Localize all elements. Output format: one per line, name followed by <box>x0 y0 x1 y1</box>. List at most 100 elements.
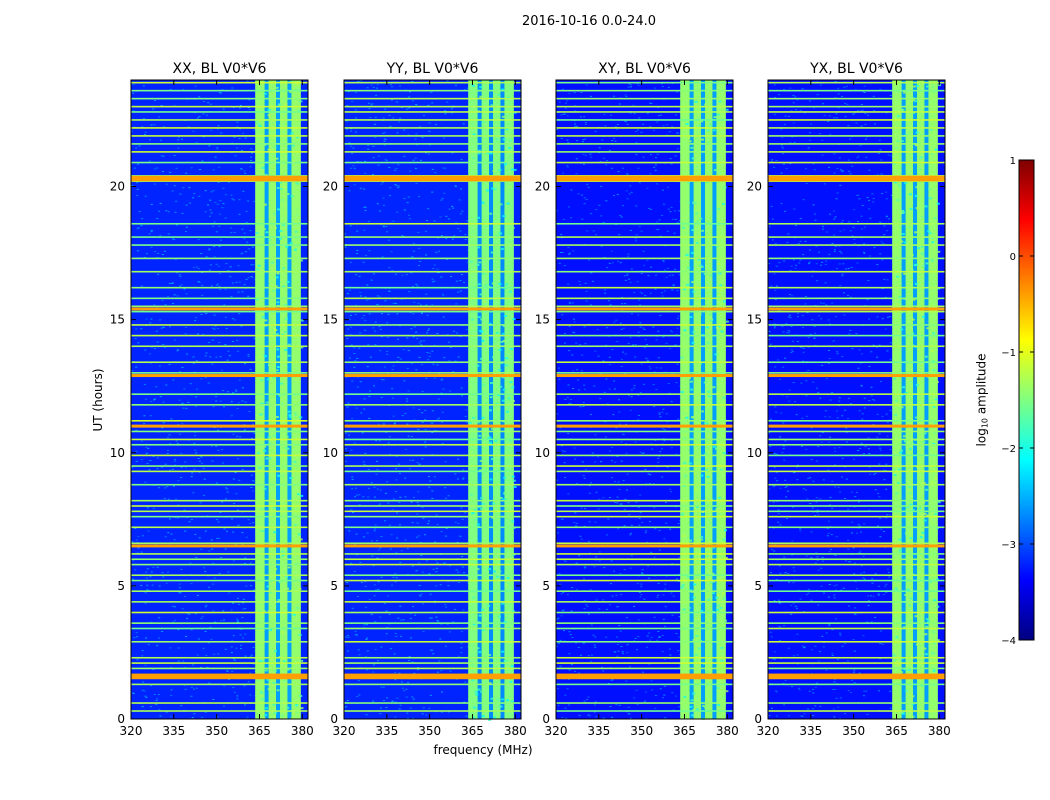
band-speck <box>927 230 931 233</box>
noise-speck <box>465 715 468 717</box>
band-speck <box>910 116 914 118</box>
band-speck <box>502 498 506 501</box>
band-speck <box>699 639 703 642</box>
rfi-row <box>344 590 521 592</box>
noise-speck <box>822 225 824 227</box>
noise-speck <box>657 582 660 584</box>
band-speck <box>901 211 905 214</box>
band-speck <box>717 395 721 398</box>
noise-speck <box>874 573 877 575</box>
noise-speck <box>772 239 774 241</box>
noise-speck <box>173 539 176 541</box>
noise-speck <box>785 167 788 169</box>
noise-speck <box>368 102 371 104</box>
noise-speck <box>661 411 664 413</box>
noise-speck <box>871 193 874 195</box>
noise-speck <box>885 112 888 114</box>
band-speck <box>716 262 720 265</box>
band-speck <box>496 234 500 237</box>
noise-speck <box>455 280 458 282</box>
band-speck <box>922 501 925 504</box>
noise-speck <box>619 423 622 425</box>
noise-speck <box>591 654 593 656</box>
band-speck <box>479 293 483 296</box>
band-speck <box>922 441 926 443</box>
noise-speck <box>192 356 195 358</box>
band-speck <box>502 388 506 391</box>
noise-speck <box>249 672 252 674</box>
noise-speck <box>463 282 465 284</box>
noise-speck <box>164 487 166 489</box>
noise-speck <box>577 647 580 648</box>
noise-speck <box>628 278 631 280</box>
band-gap-stripe <box>689 80 694 719</box>
noise-speck <box>792 122 795 124</box>
noise-speck <box>346 338 349 339</box>
noise-speck <box>213 314 216 316</box>
band-speck <box>283 230 287 233</box>
noise-speck <box>594 646 597 648</box>
noise-speck <box>639 512 642 514</box>
noise-speck <box>359 381 362 383</box>
band-speck <box>715 360 719 363</box>
band-speck <box>696 410 700 413</box>
noise-speck <box>814 562 817 564</box>
noise-speck <box>881 415 884 417</box>
band-speck <box>476 568 480 571</box>
noise-speck <box>569 399 572 401</box>
band-speck <box>256 351 260 354</box>
noise-speck <box>165 711 168 713</box>
band-speck <box>920 245 924 248</box>
noise-speck <box>373 273 375 275</box>
band-speck <box>510 665 514 668</box>
noise-speck <box>661 448 663 450</box>
noise-speck <box>206 114 209 116</box>
band-speck <box>715 447 718 450</box>
noise-speck <box>635 142 638 144</box>
noise-speck <box>839 250 842 252</box>
noise-speck <box>886 230 889 232</box>
noise-speck <box>241 617 244 618</box>
noise-speck <box>424 419 427 421</box>
noise-speck <box>249 523 252 524</box>
noise-speck <box>172 468 175 470</box>
noise-speck <box>797 687 800 689</box>
noise-speck <box>780 144 783 146</box>
noise-speck <box>194 85 197 87</box>
noise-speck <box>466 261 469 263</box>
noise-speck <box>627 255 630 257</box>
y-tick-label: 5 <box>117 579 125 593</box>
band-speck <box>485 366 489 369</box>
band-speck <box>701 229 705 232</box>
noise-speck <box>852 226 855 228</box>
noise-speck <box>605 636 608 638</box>
noise-speck <box>780 172 783 174</box>
noise-speck <box>575 173 578 175</box>
band-speck <box>285 317 288 320</box>
band-speck <box>276 689 280 692</box>
noise-speck <box>650 154 652 156</box>
noise-speck <box>640 230 643 232</box>
noise-speck <box>661 635 664 636</box>
band-speck <box>294 248 297 251</box>
noise-speck <box>165 183 168 185</box>
rfi-row <box>556 404 733 406</box>
noise-speck <box>568 252 571 254</box>
noise-speck <box>665 276 668 278</box>
rfi-row <box>344 151 521 153</box>
noise-speck <box>863 571 866 573</box>
band-speck <box>725 108 729 111</box>
noise-speck <box>412 336 415 338</box>
noise-speck <box>177 629 180 631</box>
noise-speck <box>860 215 863 217</box>
noise-speck <box>589 715 591 717</box>
noise-speck <box>857 221 859 223</box>
noise-speck <box>646 259 649 261</box>
band-speck <box>680 513 684 516</box>
noise-speck <box>197 281 200 283</box>
band-speck <box>509 139 512 142</box>
noise-speck <box>376 295 379 297</box>
band-speck <box>493 109 497 112</box>
band-speck <box>712 445 716 448</box>
